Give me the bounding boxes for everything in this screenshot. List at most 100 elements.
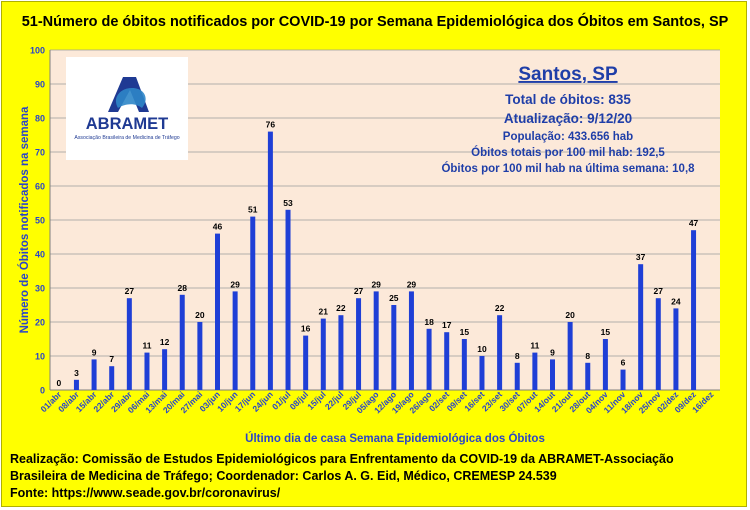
data-label: 37 <box>636 252 646 262</box>
info-per100k: Óbitos totais por 100 mil hab: 192,5 <box>471 146 665 159</box>
bar <box>620 369 626 390</box>
logo-subtitle: Associação Brasileira de Medicina de Trá… <box>74 135 179 141</box>
data-label: 22 <box>336 303 346 313</box>
bar <box>691 230 697 390</box>
data-label: 8 <box>585 351 590 361</box>
data-label: 12 <box>160 337 170 347</box>
info-update: Atualização: 9/12/20 <box>504 111 632 126</box>
info-total: Total de óbitos: 835 <box>505 92 631 107</box>
data-label: 8 <box>515 351 520 361</box>
logo-name: ABRAMET <box>86 115 169 133</box>
x-axis-title: Último dia de casa Semana Epidemiológica… <box>245 432 545 445</box>
data-label: 46 <box>213 222 223 232</box>
data-label: 29 <box>230 279 240 289</box>
y-tick-label: 60 <box>35 182 45 192</box>
data-label: 17 <box>442 320 452 330</box>
data-label: 11 <box>142 341 151 351</box>
chart-title: 51-Número de óbitos notificados por COVI… <box>21 14 729 30</box>
data-label: 25 <box>389 293 399 303</box>
bar <box>126 298 132 390</box>
bar <box>373 291 379 390</box>
data-label: 51 <box>248 205 258 215</box>
bar <box>285 209 291 390</box>
y-tick-label: 0 <box>40 386 45 396</box>
bar <box>479 356 485 390</box>
x-tick-label: 08/jul <box>288 389 310 411</box>
y-tick-label: 30 <box>35 284 45 294</box>
bar <box>303 335 309 390</box>
data-label: 76 <box>266 120 276 130</box>
logo-box <box>66 57 188 160</box>
data-label: 29 <box>407 279 417 289</box>
bar <box>338 315 344 390</box>
data-label: 20 <box>565 310 575 320</box>
data-label: 9 <box>92 347 97 357</box>
bar <box>444 332 450 390</box>
footer-line-1: Realização: Comissão de Estudos Epidemio… <box>10 452 674 466</box>
bar <box>267 131 273 390</box>
data-label: 6 <box>621 358 626 368</box>
data-label: 11 <box>530 341 539 351</box>
bar <box>232 291 238 390</box>
info-lastweek: Óbitos por 100 mil hab na última semana:… <box>441 162 695 175</box>
y-tick-label: 20 <box>35 318 45 328</box>
data-label: 18 <box>424 317 434 327</box>
data-label: 27 <box>654 286 664 296</box>
bar <box>91 359 97 390</box>
data-label: 21 <box>319 307 329 317</box>
y-axis-title: Número de Óbitos notificados na semana <box>18 106 31 333</box>
data-label: 29 <box>371 279 381 289</box>
data-label: 3 <box>74 368 79 378</box>
bar <box>567 322 573 390</box>
bar <box>356 298 362 390</box>
x-tick-label: 24/jun <box>250 389 274 413</box>
bar <box>638 264 644 390</box>
footer-line-2: Brasileira de Medicina de Tráfego; Coord… <box>10 469 557 483</box>
data-label: 16 <box>301 324 311 334</box>
footer: Realização: Comissão de Estudos Epidemio… <box>10 451 674 502</box>
bar <box>497 315 503 390</box>
bar <box>179 294 185 390</box>
bar <box>250 216 256 390</box>
bar <box>426 328 432 390</box>
y-tick-label: 50 <box>35 216 45 226</box>
data-label: 10 <box>477 344 487 354</box>
footer-line-3: Fonte: https://www.seade.gov.br/coronavi… <box>10 486 281 500</box>
data-label: 7 <box>109 354 114 364</box>
bar <box>391 305 397 390</box>
y-tick-label: 70 <box>35 148 45 158</box>
data-label: 15 <box>601 327 611 337</box>
y-tick-label: 100 <box>30 46 45 56</box>
bar <box>320 318 326 390</box>
x-tick-label: 22/jul <box>323 389 345 411</box>
data-label: 22 <box>495 303 505 313</box>
bar <box>673 308 679 390</box>
info-city: Santos, SP <box>518 64 618 85</box>
bar <box>655 298 661 390</box>
y-tick-label: 90 <box>35 80 45 90</box>
data-label: 28 <box>178 283 188 293</box>
y-tick-label: 40 <box>35 250 45 260</box>
y-tick-label: 80 <box>35 114 45 124</box>
x-tick-label: 01/jul <box>270 389 292 411</box>
bar <box>162 349 168 390</box>
data-label: 27 <box>354 286 364 296</box>
bar <box>514 362 520 390</box>
info-population: População: 433.656 hab <box>503 131 633 143</box>
bar <box>461 339 467 390</box>
abramet-logo-swoosh-icon <box>115 88 146 108</box>
bar <box>197 322 203 390</box>
data-label: 20 <box>195 310 205 320</box>
bar <box>215 233 220 390</box>
data-label: 27 <box>125 286 135 296</box>
bar <box>408 291 414 390</box>
data-label: 9 <box>550 347 555 357</box>
data-label: 0 <box>56 378 61 388</box>
bar <box>109 366 115 390</box>
bar <box>144 352 150 390</box>
bar <box>602 339 608 390</box>
bar <box>585 362 591 390</box>
y-tick-label: 10 <box>35 352 45 362</box>
